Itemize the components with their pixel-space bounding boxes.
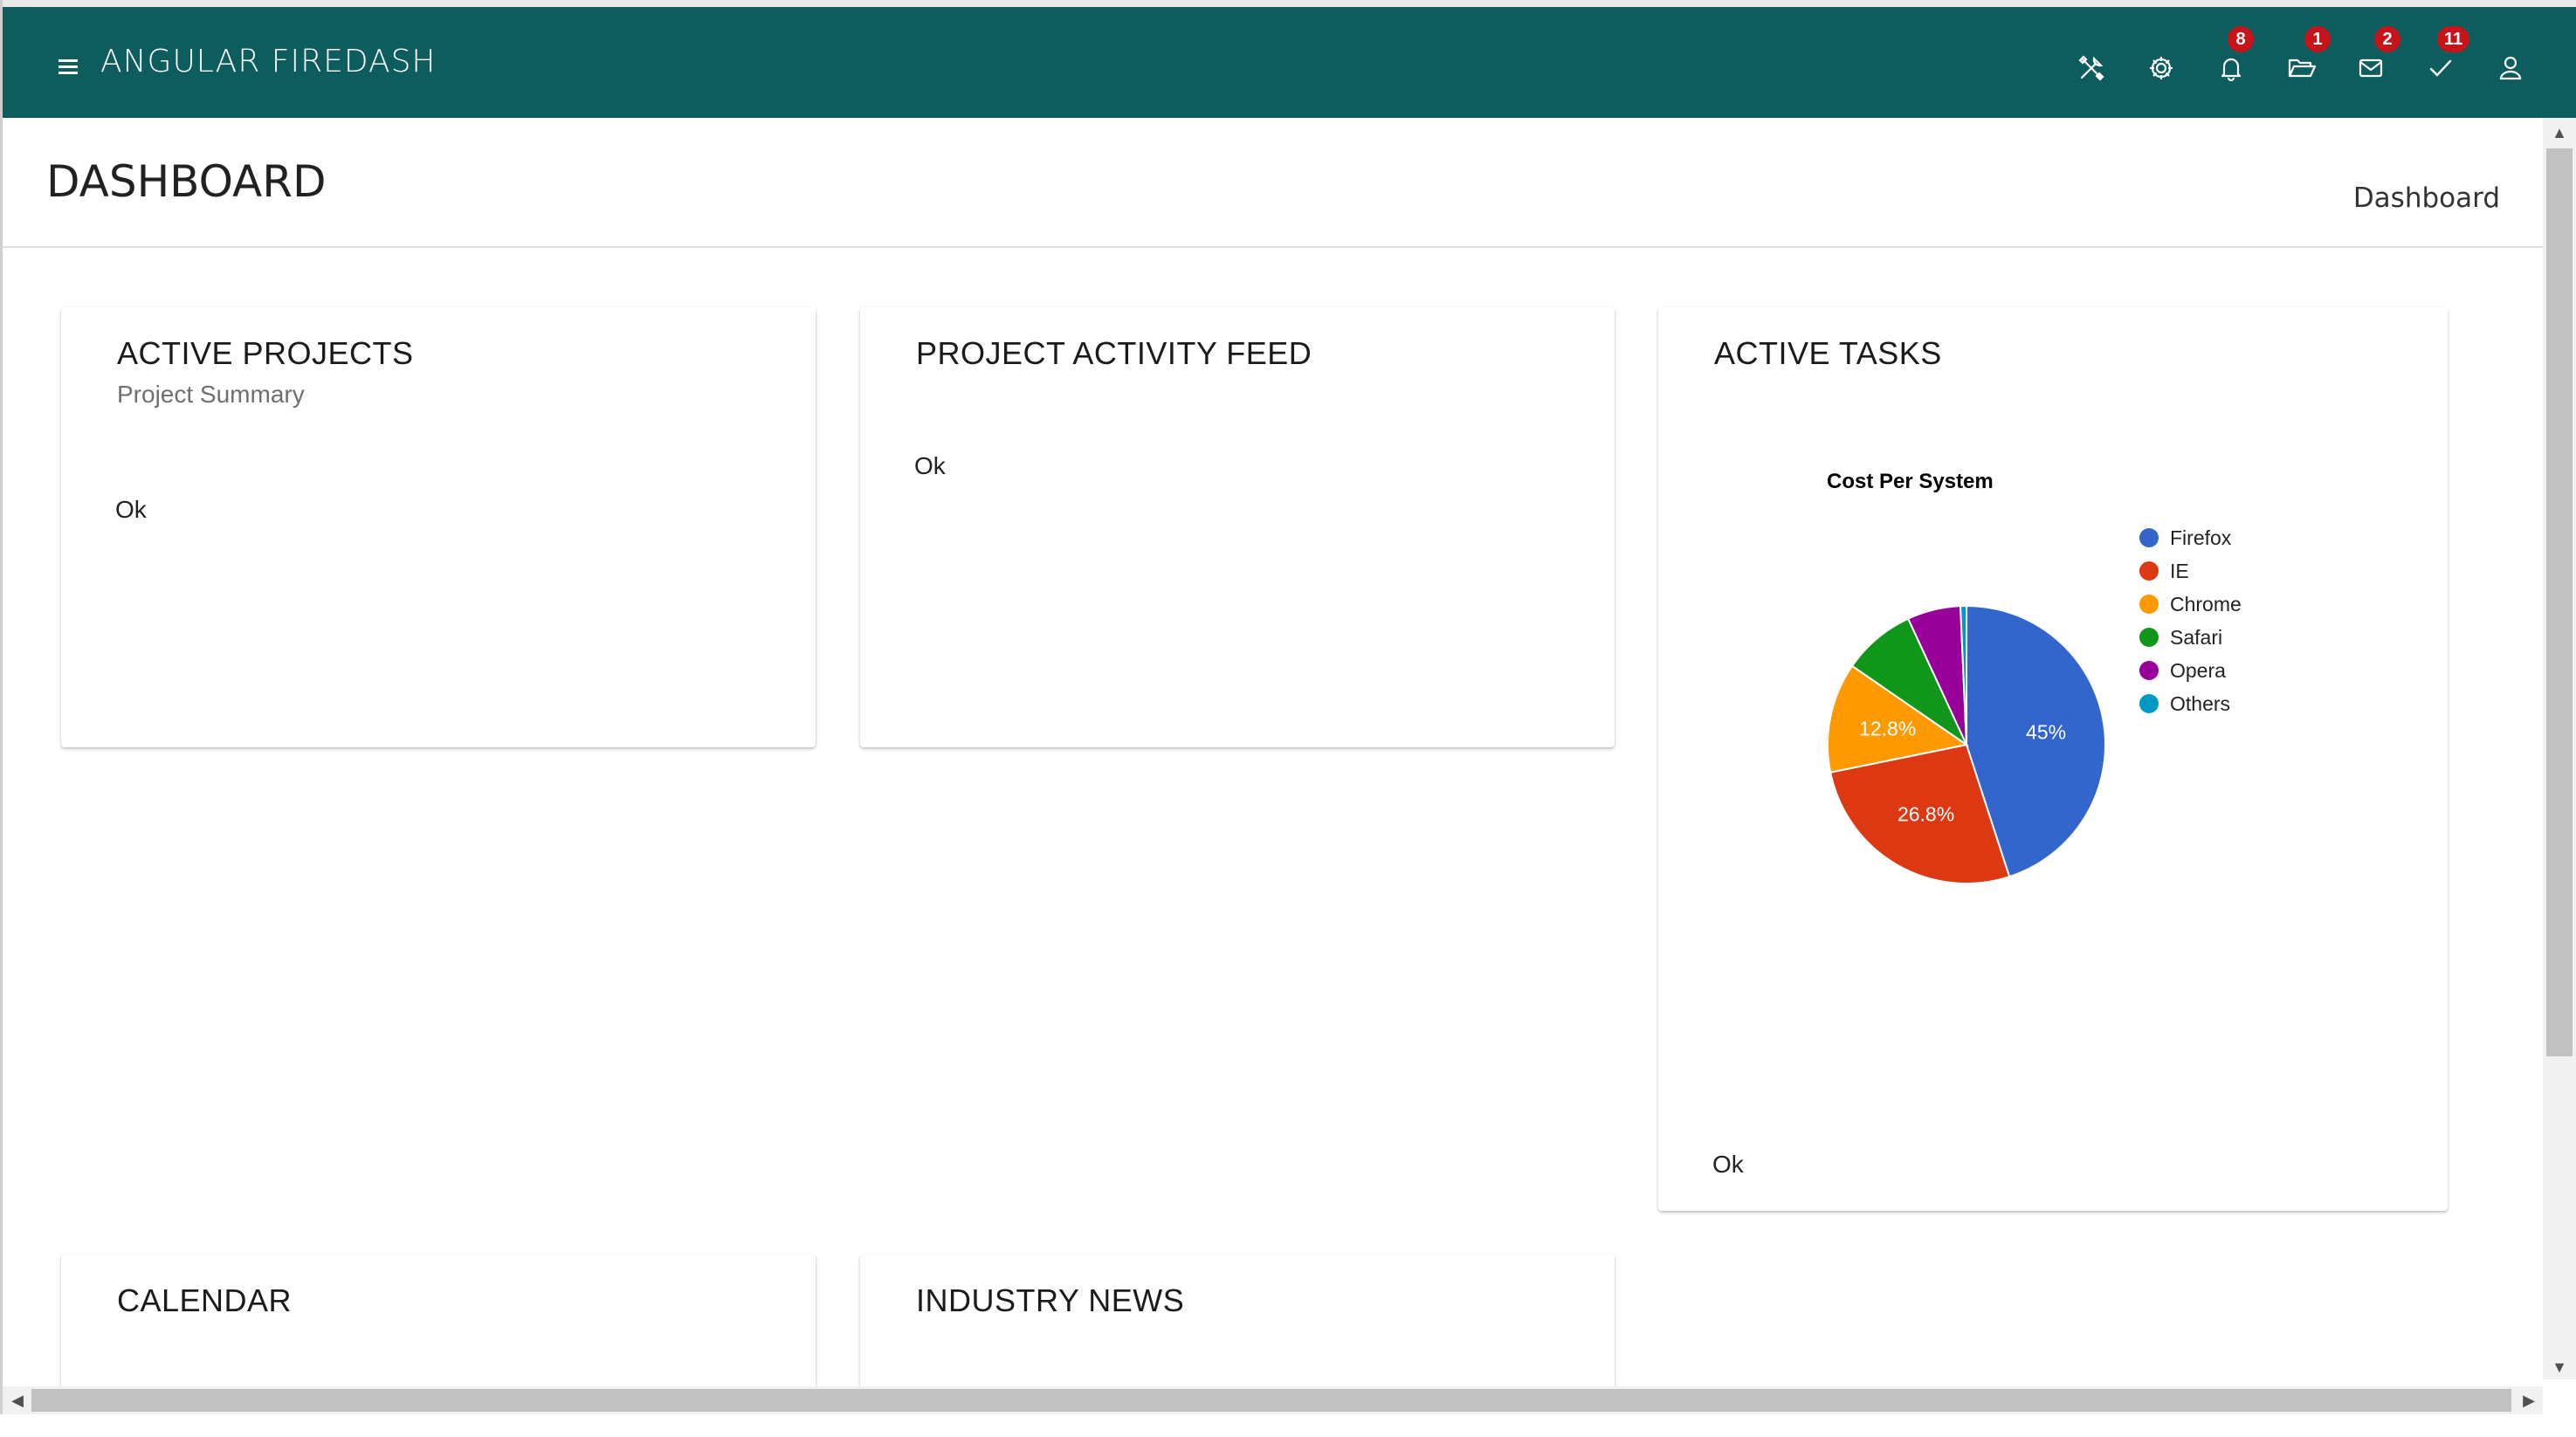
legend-label: Safari: [2170, 626, 2222, 649]
folder-open-icon[interactable]: [2283, 51, 2318, 86]
gear-icon[interactable]: [2144, 51, 2179, 86]
top-app-bar: ANGULAR FIREDASH 8 1 2: [3, 7, 2576, 118]
legend-item-safari[interactable]: Safari: [2139, 626, 2222, 649]
legend-item-chrome[interactable]: Chrome: [2139, 593, 2242, 615]
legend-swatch: [2139, 694, 2159, 713]
legend-swatch: [2139, 561, 2159, 581]
pie-slice-safari[interactable]: [1850, 617, 1969, 747]
mail-badge: 2: [2374, 26, 2400, 52]
breadcrumb[interactable]: Dashboard: [2352, 182, 2500, 214]
checkmark-icon[interactable]: [2423, 51, 2458, 86]
ok-button[interactable]: Ok: [914, 452, 946, 479]
page-title: DASHBOARD: [46, 156, 327, 207]
app-title[interactable]: ANGULAR FIREDASH: [100, 44, 437, 79]
window-frame-left: [0, 0, 3, 1437]
pie-slice-others[interactable]: [1959, 604, 1967, 746]
notifications-badge: 8: [2228, 26, 2254, 52]
pie-slice-firefox[interactable]: [1966, 604, 2106, 878]
legend-label: IE: [2170, 560, 2189, 582]
legend-swatch: [2139, 661, 2159, 680]
ok-button[interactable]: Ok: [115, 496, 147, 523]
active-tasks-card: ACTIVE TASKS Cost Per System 45% 26.8% 12.…: [1658, 307, 2448, 1211]
mail-icon[interactable]: [2353, 51, 2388, 86]
card-title: INDUSTRY NEWS: [916, 1282, 1185, 1318]
active-projects-card: ACTIVE PROJECTS Project Summary Ok: [61, 307, 816, 747]
pie-chart: Cost Per System 45% 26.8% 12.8% Firefox IE C…: [1827, 470, 2242, 884]
card-title: ACTIVE PROJECTS: [117, 335, 414, 371]
menu-hamburger-icon[interactable]: [52, 49, 86, 84]
scroll-left-arrow-icon[interactable]: ◀: [11, 1392, 24, 1409]
scroll-right-arrow-icon[interactable]: ▶: [2523, 1392, 2535, 1409]
card-title: PROJECT ACTIVITY FEED: [916, 335, 1312, 371]
project-activity-feed-card: PROJECT ACTIVITY FEED Ok: [860, 307, 1615, 747]
bell-icon[interactable]: [2214, 51, 2249, 86]
tools-icon[interactable]: [2074, 51, 2109, 86]
scroll-down-arrow-icon[interactable]: ▼: [2552, 1358, 2567, 1376]
pie-data-label: 26.8%: [1898, 803, 1954, 826]
legend-swatch: [2139, 528, 2159, 547]
legend-item-opera[interactable]: Opera: [2139, 659, 2226, 682]
legend-item-ie[interactable]: IE: [2139, 560, 2189, 582]
card-title: ACTIVE TASKS: [1714, 335, 1942, 371]
tasks-badge: 11: [2437, 26, 2470, 52]
legend-label: Opera: [2170, 659, 2226, 682]
folders-badge: 1: [2304, 26, 2331, 52]
pie-slice-ie[interactable]: [1829, 743, 2011, 884]
card-subtitle: Project Summary: [117, 381, 305, 408]
legend-swatch: [2139, 595, 2159, 614]
page-header: DASHBOARD Dashboard: [3, 118, 2544, 248]
chart-title: Cost Per System: [1827, 470, 1994, 493]
pie-data-label: 12.8%: [1859, 718, 1916, 740]
legend-swatch: [2139, 628, 2159, 647]
pie-slice-chrome[interactable]: [1827, 664, 1969, 774]
scroll-up-arrow-icon[interactable]: ▲: [2552, 124, 2567, 141]
legend-label: Firefox: [2170, 526, 2232, 549]
vertical-scrollbar-thumb[interactable]: [2546, 148, 2573, 1056]
legend-item-firefox[interactable]: Firefox: [2139, 526, 2232, 549]
legend-label: Chrome: [2170, 593, 2242, 615]
user-icon[interactable]: [2493, 51, 2528, 86]
card-title: CALENDAR: [117, 1282, 293, 1318]
window-bottom-edge: [0, 1414, 2576, 1437]
pie-data-label: 45%: [2026, 721, 2066, 744]
legend-label: Others: [2170, 692, 2230, 715]
legend-item-others[interactable]: Others: [2139, 692, 2230, 715]
ok-button[interactable]: Ok: [1712, 1151, 1744, 1178]
horizontal-scrollbar-thumb[interactable]: [31, 1389, 2511, 1412]
window-frame-top: [0, 0, 2576, 7]
